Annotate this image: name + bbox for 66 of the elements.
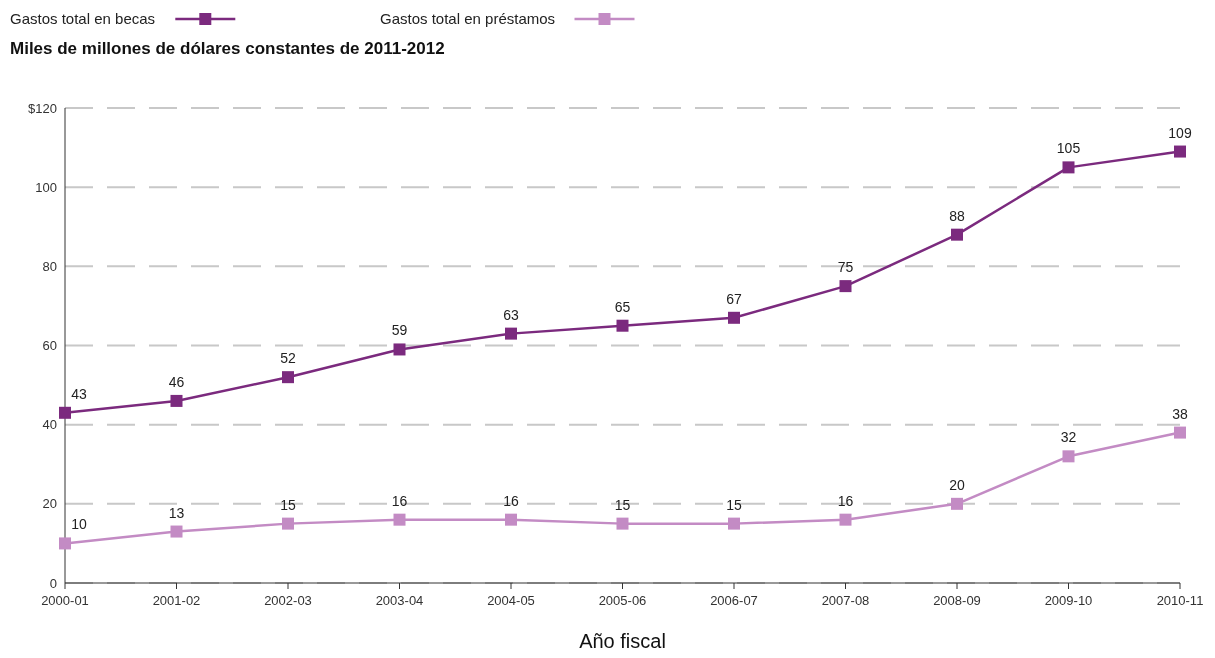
point [505,327,517,340]
point [616,319,629,332]
data-label: 65 [614,298,631,315]
point [393,513,406,526]
data-label: 46 [168,373,185,390]
legend-label: Gastos total en becas [10,10,156,27]
point [393,343,406,356]
point [951,497,963,510]
x-tick-label: 2007-08 [821,593,870,608]
y-tick-label: $120 [28,100,57,116]
x-tick-label: 2010-11 [1156,593,1204,608]
data-label: 109 [1168,124,1192,141]
point [951,228,963,241]
point [505,513,517,526]
data-label: 15 [726,496,742,513]
data-label: 43 [71,385,87,402]
x-tick-label: 2009-10 [1044,593,1093,608]
point [839,513,852,526]
x-tick-label: 2006-07 [710,593,758,608]
point [728,517,740,530]
x-tick-label: 2004-05 [487,593,535,608]
point [59,537,71,550]
point [1174,426,1186,439]
y-tick-label: 60 [42,338,57,354]
x-axis-title: Año fiscal [579,630,666,652]
x-tick-label: 2005-06 [598,593,647,608]
data-label: 38 [1172,405,1188,422]
point [839,280,852,293]
x-tick-label: 2003-04 [375,593,424,608]
y-tick-label: 80 [42,258,57,274]
data-label: 105 [1056,140,1081,157]
y-tick-label: 40 [42,417,57,433]
point [170,394,183,407]
x-tick-label: 2001-02 [152,593,201,608]
point [59,406,71,419]
data-label: 88 [949,207,965,224]
y-tick-label: 0 [49,575,57,591]
x-tick-label: 2000-01 [41,593,89,608]
data-label: 16 [837,492,854,509]
data-label: 32 [1060,429,1077,446]
data-label: 75 [837,259,854,276]
y-tick-label: 100 [35,179,57,195]
data-label: 16 [391,492,408,509]
y-tick-label: 20 [42,496,57,512]
point [170,525,183,538]
data-label: 67 [726,290,742,307]
data-label: 59 [391,322,408,339]
x-tick-label: 2002-03 [264,593,312,608]
point [728,311,740,324]
point [1062,161,1075,174]
data-label: 15 [280,496,296,513]
point [1062,450,1075,463]
data-label: 15 [614,496,631,513]
data-label: 52 [280,350,296,367]
point [282,371,294,384]
chart-title: Miles de millones de dólares constantes de 2011-2012 [10,39,445,58]
point [616,517,629,530]
data-label: 13 [168,504,185,521]
data-label: 63 [503,306,519,323]
data-label: 10 [71,516,87,533]
point [1174,145,1186,158]
data-label: 16 [503,492,519,509]
x-tick-label: 2008-09 [933,593,981,608]
legend-label: Gastos total en préstamos [380,10,556,27]
point [282,517,294,530]
data-label: 20 [949,476,965,493]
